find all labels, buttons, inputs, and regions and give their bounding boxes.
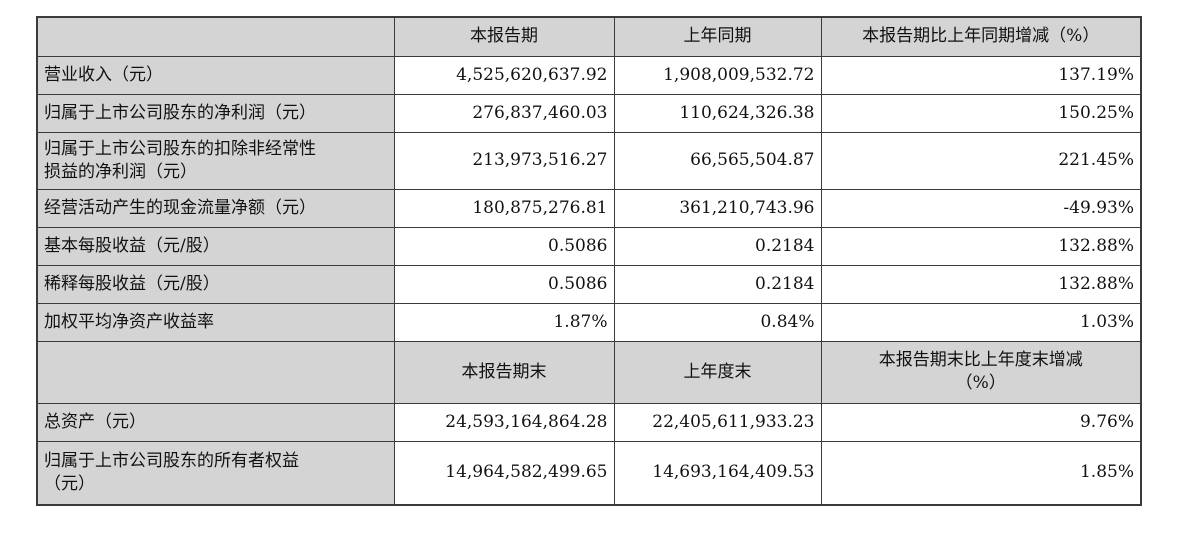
cell-prior: 0.2184 [613, 264, 822, 304]
cell-current: 4,525,620,637.92 [393, 55, 615, 95]
table-body: 本报告期 上年同期 本报告期比上年同期增减（%） 营业收入（元） 4,525,620,6… [36, 16, 1142, 506]
cell-prior: 14,693,164,409.53 [613, 440, 822, 506]
cell-current: 24,593,164,864.28 [393, 402, 615, 442]
cell-current: 1.87% [393, 302, 615, 342]
table-header-row: 本报告期末 上年度末 本报告期末比上年度末增减 （%） [36, 340, 1142, 404]
cell-label: 基本每股收益（元/股） [36, 226, 395, 266]
header-cell-change: 本报告期比上年同期增减（%） [820, 16, 1142, 57]
header-cell-change: 本报告期末比上年度末增减 （%） [820, 340, 1142, 404]
table-row: 基本每股收益（元/股） 0.5086 0.2184 132.88% [36, 226, 1142, 266]
cell-prior: 22,405,611,933.23 [613, 402, 822, 442]
table-row: 归属于上市公司股东的净利润（元） 276,837,460.03 110,624,32… [36, 93, 1142, 133]
cell-current: 180,875,276.81 [393, 188, 615, 228]
cell-change: 9.76% [820, 402, 1142, 442]
cell-current: 0.5086 [393, 226, 615, 266]
table-row: 经营活动产生的现金流量净额（元） 180,875,276.81 361,210,74… [36, 188, 1142, 228]
cell-prior: 110,624,326.38 [613, 93, 822, 133]
cell-change: 150.25% [820, 93, 1142, 133]
cell-label: 经营活动产生的现金流量净额（元） [36, 188, 395, 228]
header-cell-current: 本报告期末 [393, 340, 615, 404]
cell-change: 132.88% [820, 226, 1142, 266]
cell-change: 132.88% [820, 264, 1142, 304]
cell-change: 137.19% [820, 55, 1142, 95]
cell-prior: 66,565,504.87 [613, 131, 822, 190]
table-row: 稀释每股收益（元/股） 0.5086 0.2184 132.88% [36, 264, 1142, 304]
header-cell-label [36, 340, 395, 404]
header-cell-label [36, 16, 395, 57]
table-row: 加权平均净资产收益率 1.87% 0.84% 1.03% [36, 302, 1142, 342]
cell-label: 归属于上市公司股东的净利润（元） [36, 93, 395, 133]
header-cell-prior: 上年度末 [613, 340, 822, 404]
cell-current: 276,837,460.03 [393, 93, 615, 133]
cell-change: -49.93% [820, 188, 1142, 228]
header-cell-current: 本报告期 [393, 16, 615, 57]
cell-change: 221.45% [820, 131, 1142, 190]
cell-label: 营业收入（元） [36, 55, 395, 95]
cell-current: 213,973,516.27 [393, 131, 615, 190]
cell-current: 14,964,582,499.65 [393, 440, 615, 506]
cell-prior: 0.84% [613, 302, 822, 342]
financial-summary-table: 本报告期 上年同期 本报告期比上年同期增减（%） 营业收入（元） 4,525,620,6… [36, 16, 1142, 506]
cell-label: 归属于上市公司股东的所有者权益 （元） [36, 440, 395, 506]
table-row: 归属于上市公司股东的扣除非经常性 损益的净利润（元） 213,973,516.27… [36, 131, 1142, 190]
cell-label: 总资产（元） [36, 402, 395, 442]
cell-change: 1.03% [820, 302, 1142, 342]
cell-prior: 361,210,743.96 [613, 188, 822, 228]
table-row: 归属于上市公司股东的所有者权益 （元） 14,964,582,499.65 14,6… [36, 440, 1142, 506]
cell-label: 稀释每股收益（元/股） [36, 264, 395, 304]
cell-prior: 0.2184 [613, 226, 822, 266]
table-header-row: 本报告期 上年同期 本报告期比上年同期增减（%） [36, 16, 1142, 57]
cell-label: 归属于上市公司股东的扣除非经常性 损益的净利润（元） [36, 131, 395, 190]
cell-label: 加权平均净资产收益率 [36, 302, 395, 342]
table-row: 营业收入（元） 4,525,620,637.92 1,908,009,532.72 1… [36, 55, 1142, 95]
cell-prior: 1,908,009,532.72 [613, 55, 822, 95]
table-row: 总资产（元） 24,593,164,864.28 22,405,611,933.23… [36, 402, 1142, 442]
header-cell-prior: 上年同期 [613, 16, 822, 57]
cell-change: 1.85% [820, 440, 1142, 506]
cell-current: 0.5086 [393, 264, 615, 304]
